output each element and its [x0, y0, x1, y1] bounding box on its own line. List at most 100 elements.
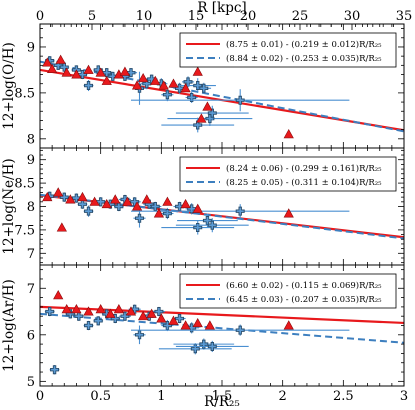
cross-marker: [121, 312, 129, 320]
y-tick-label: 7: [27, 247, 35, 262]
triangle-marker: [83, 306, 94, 316]
y-axis-label: 12+log(Ar/H): [1, 279, 17, 372]
cross-marker: [111, 315, 119, 323]
triangle-marker: [162, 196, 173, 206]
triangle-marker: [131, 201, 143, 211]
legend-entry: (6.60 ± 0.02) - (0.115 ± 0.069)R/R₂₅: [226, 280, 382, 291]
triangle-marker: [180, 198, 191, 209]
data-layer: [40, 187, 404, 240]
panel-3: 5 6 7 12+log(Ar/H) (6.60 ± 0.02) - (0.115 ± …: [1, 264, 408, 410]
triangle-marker: [71, 303, 82, 314]
triangle-marker: [168, 78, 179, 88]
cross-marker: [151, 203, 159, 210]
triangle-marker: [77, 191, 88, 202]
triangle-marker: [283, 129, 294, 139]
y-tick-label: 9: [27, 153, 35, 168]
triangle-marker: [192, 203, 203, 213]
triangle-marker: [47, 63, 58, 73]
triangle-marker: [65, 194, 76, 204]
triangle-marker: [105, 308, 116, 318]
triangle-marker: [110, 194, 121, 204]
legend-entry: (8.75 ± 0.01) - (0.219 ± 0.012)R/R₂₅: [226, 39, 382, 50]
triangle-marker: [192, 66, 203, 76]
cross-marker: [115, 203, 123, 210]
cross-marker: [176, 84, 184, 92]
cross-marker: [135, 214, 143, 222]
cross-point: [128, 304, 141, 314]
y-tick-label: 9: [27, 40, 35, 55]
cross-point: [118, 311, 131, 321]
cross-point: [93, 316, 104, 326]
triangle-marker: [61, 303, 72, 314]
triangle-marker: [283, 320, 294, 330]
triangle-marker: [283, 208, 294, 218]
cross-marker: [236, 96, 244, 104]
cross-marker: [200, 84, 208, 92]
x-tick-label: 3: [400, 389, 408, 404]
cross-marker: [184, 78, 192, 86]
cross-marker: [236, 326, 244, 334]
triangle-marker: [202, 101, 213, 111]
cross-marker: [208, 221, 216, 229]
cross-point: [131, 89, 350, 112]
y-tick-label: 7: [27, 282, 35, 297]
triangle-marker: [156, 313, 167, 323]
data-layer: [40, 290, 404, 375]
triangle-marker: [138, 72, 149, 83]
cross-point: [49, 365, 60, 375]
y-axis-label: 12+log(O/H): [1, 42, 17, 130]
cross-marker: [78, 200, 86, 208]
triangle-marker: [113, 303, 124, 314]
cross-marker: [97, 198, 105, 206]
x-tick-label: 2.5: [333, 389, 354, 404]
cross-point: [175, 218, 249, 233]
cross-point: [161, 88, 174, 102]
cross-point: [173, 313, 186, 324]
top-x-tick-label: 10: [136, 9, 153, 24]
y-tick-label: 5: [27, 375, 35, 390]
y-tick-label: 8: [27, 200, 35, 215]
cross-marker: [94, 317, 102, 325]
panel-2: 7 7.5 8 8.5 9 12+log(Ne/H) (8.24 ± 0.06) - (0.…: [1, 147, 405, 266]
triangle-marker: [83, 64, 94, 74]
triangle-marker: [192, 317, 203, 328]
triangle-marker: [119, 66, 131, 76]
cross-marker: [85, 82, 93, 90]
cross-point: [158, 343, 232, 355]
cross-marker: [51, 366, 59, 374]
data-layer: [40, 54, 404, 139]
y-tick-label: 8: [27, 132, 35, 147]
cross-marker: [194, 121, 202, 129]
x-tick-label: 1: [157, 389, 165, 404]
cross-point: [59, 62, 70, 72]
cross-point: [77, 199, 88, 209]
y-tick-label: 6: [27, 328, 35, 343]
top-x-tick-label: 30: [344, 9, 361, 24]
cross-point: [161, 319, 174, 332]
cross-marker: [135, 331, 143, 339]
cross-point: [83, 320, 94, 331]
triangle-marker: [158, 80, 169, 90]
cross-point: [59, 192, 70, 202]
triangle-marker: [146, 308, 157, 318]
legend: (6.60 ± 0.02) - (0.115 ± 0.069)R/R₂₅ (6.4…: [179, 273, 397, 309]
cross-point: [145, 74, 158, 84]
triangle-marker: [101, 198, 112, 209]
y-tick-label: 8.5: [14, 177, 35, 192]
cross-point: [44, 306, 55, 317]
triangle-marker: [53, 290, 64, 300]
triangle-marker: [153, 208, 165, 218]
cross-marker: [208, 342, 216, 350]
triangle-marker: [204, 320, 215, 330]
cross-point: [149, 201, 162, 212]
fit-line-dashed: [40, 312, 404, 344]
cross-marker: [176, 315, 184, 323]
x-tick-label: 1.5: [212, 389, 233, 404]
cross-point: [173, 338, 235, 350]
x-tick-label: 2: [279, 389, 287, 404]
triangle-marker: [42, 57, 53, 67]
top-x-tick-label: 20: [240, 9, 257, 24]
top-x-tick-label: 5: [88, 9, 96, 24]
legend-entry: (8.25 ± 0.05) - (0.311 ± 0.104)R/R₂₅: [226, 177, 382, 188]
cross-point: [77, 69, 88, 80]
